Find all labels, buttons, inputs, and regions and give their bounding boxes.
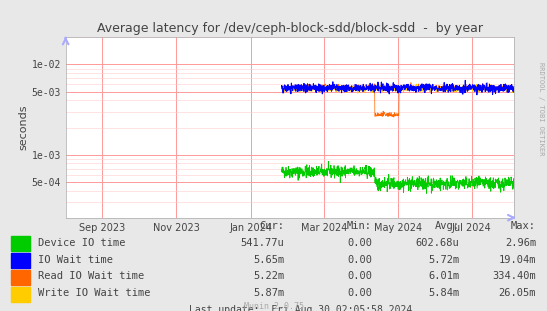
Text: 5.65m: 5.65m [253, 255, 284, 265]
Text: 0.00: 0.00 [347, 288, 372, 298]
Text: 5.84m: 5.84m [428, 288, 459, 298]
Text: 2.96m: 2.96m [505, 238, 536, 248]
Title: Average latency for /dev/ceph-block-sdd/block-sdd  -  by year: Average latency for /dev/ceph-block-sdd/… [97, 22, 483, 35]
Text: Munin 2.0.75: Munin 2.0.75 [243, 302, 304, 311]
Text: Last update:  Fri Aug 30 02:05:58 2024: Last update: Fri Aug 30 02:05:58 2024 [189, 305, 412, 311]
Text: 26.05m: 26.05m [498, 288, 536, 298]
Text: IO Wait time: IO Wait time [38, 255, 113, 265]
Text: 334.40m: 334.40m [492, 272, 536, 281]
Text: 541.77u: 541.77u [241, 238, 284, 248]
Bar [11, 236, 30, 251]
Text: 5.22m: 5.22m [253, 272, 284, 281]
Bar [11, 287, 30, 302]
Text: Read IO Wait time: Read IO Wait time [38, 272, 144, 281]
Text: 5.72m: 5.72m [428, 255, 459, 265]
Bar [11, 253, 30, 268]
Text: 0.00: 0.00 [347, 238, 372, 248]
Text: 602.68u: 602.68u [416, 238, 459, 248]
Text: 19.04m: 19.04m [498, 255, 536, 265]
Text: 6.01m: 6.01m [428, 272, 459, 281]
Text: Device IO time: Device IO time [38, 238, 126, 248]
Text: 5.87m: 5.87m [253, 288, 284, 298]
Text: Min:: Min: [347, 221, 372, 231]
Bar [11, 270, 30, 285]
Text: 0.00: 0.00 [347, 272, 372, 281]
Text: RRDTOOL / TOBI OETIKER: RRDTOOL / TOBI OETIKER [538, 62, 544, 156]
Text: 0.00: 0.00 [347, 255, 372, 265]
Y-axis label: seconds: seconds [19, 105, 28, 150]
Text: Max:: Max: [511, 221, 536, 231]
Text: Avg:: Avg: [434, 221, 459, 231]
Text: Write IO Wait time: Write IO Wait time [38, 288, 151, 298]
Text: Cur:: Cur: [259, 221, 284, 231]
